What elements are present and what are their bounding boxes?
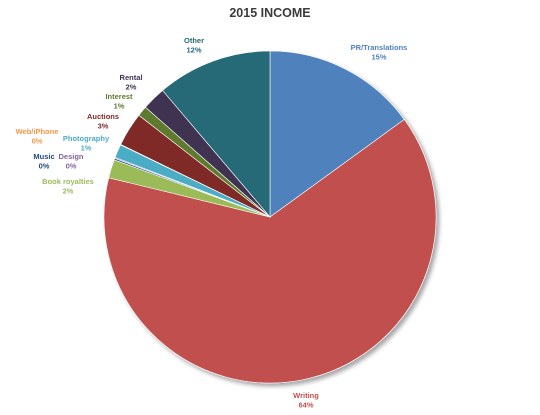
slice-label-design: Design 0% <box>58 152 83 171</box>
slice-label-music: Music 0% <box>33 152 54 171</box>
pie-slice-pr-translations <box>269 50 405 218</box>
slice-label-pr-translations: PR/Translations 15% <box>351 43 408 62</box>
slice-label-book-royalties: Book royalties 2% <box>42 177 94 196</box>
slice-label-writing: Writing 64% <box>293 391 319 410</box>
slice-label-photography: Photography 1% <box>63 134 110 153</box>
chart-title: 2015 INCOME <box>229 6 311 20</box>
pie-slice-writing <box>103 119 437 384</box>
pie-slice-other <box>162 50 271 218</box>
slice-label-auctions: Auctions 3% <box>87 112 119 131</box>
slice-label-interest: Interest 1% <box>105 92 133 111</box>
slice-label-web-iphone: Web/iPhone 0% <box>16 127 59 146</box>
slice-label-other: Other 12% <box>184 36 204 55</box>
pie-slices <box>103 50 437 384</box>
slice-label-rental: Rental 2% <box>120 73 143 92</box>
